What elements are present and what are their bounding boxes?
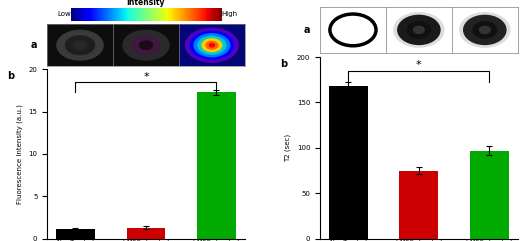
- Circle shape: [139, 41, 153, 49]
- Text: High: High: [221, 11, 237, 17]
- Circle shape: [460, 13, 510, 47]
- Bar: [386, 7, 452, 53]
- Bar: [56, 229, 95, 239]
- Text: a: a: [304, 25, 310, 35]
- Text: b: b: [280, 59, 288, 69]
- Circle shape: [194, 34, 230, 57]
- Text: Intensity: Intensity: [127, 0, 165, 7]
- Y-axis label: T2 (sec): T2 (sec): [285, 134, 291, 162]
- Circle shape: [414, 26, 424, 33]
- Bar: [400, 171, 438, 239]
- Bar: [113, 24, 179, 66]
- Circle shape: [57, 30, 103, 60]
- Circle shape: [123, 30, 169, 60]
- Bar: [329, 86, 368, 239]
- Text: *: *: [416, 60, 422, 70]
- Bar: [470, 151, 509, 239]
- Circle shape: [473, 22, 497, 38]
- Circle shape: [398, 15, 440, 44]
- Circle shape: [198, 36, 226, 54]
- Circle shape: [131, 36, 161, 54]
- Text: Low: Low: [57, 11, 71, 17]
- Circle shape: [464, 15, 506, 44]
- Bar: [320, 7, 386, 53]
- Circle shape: [209, 44, 214, 47]
- Bar: [197, 92, 236, 239]
- Bar: [179, 24, 245, 66]
- Circle shape: [206, 41, 218, 49]
- Bar: [127, 228, 165, 239]
- Circle shape: [407, 22, 431, 38]
- Text: *: *: [143, 72, 149, 82]
- Circle shape: [394, 13, 444, 47]
- Circle shape: [186, 28, 238, 62]
- Circle shape: [202, 39, 222, 52]
- Circle shape: [480, 26, 490, 33]
- Circle shape: [65, 36, 95, 54]
- Bar: [452, 7, 518, 53]
- Text: a: a: [31, 40, 37, 50]
- Circle shape: [73, 41, 87, 49]
- Bar: [47, 24, 113, 66]
- Y-axis label: Fluorescence Intensity (a.u.): Fluorescence Intensity (a.u.): [16, 104, 23, 204]
- Circle shape: [190, 31, 234, 59]
- Text: b: b: [7, 71, 15, 81]
